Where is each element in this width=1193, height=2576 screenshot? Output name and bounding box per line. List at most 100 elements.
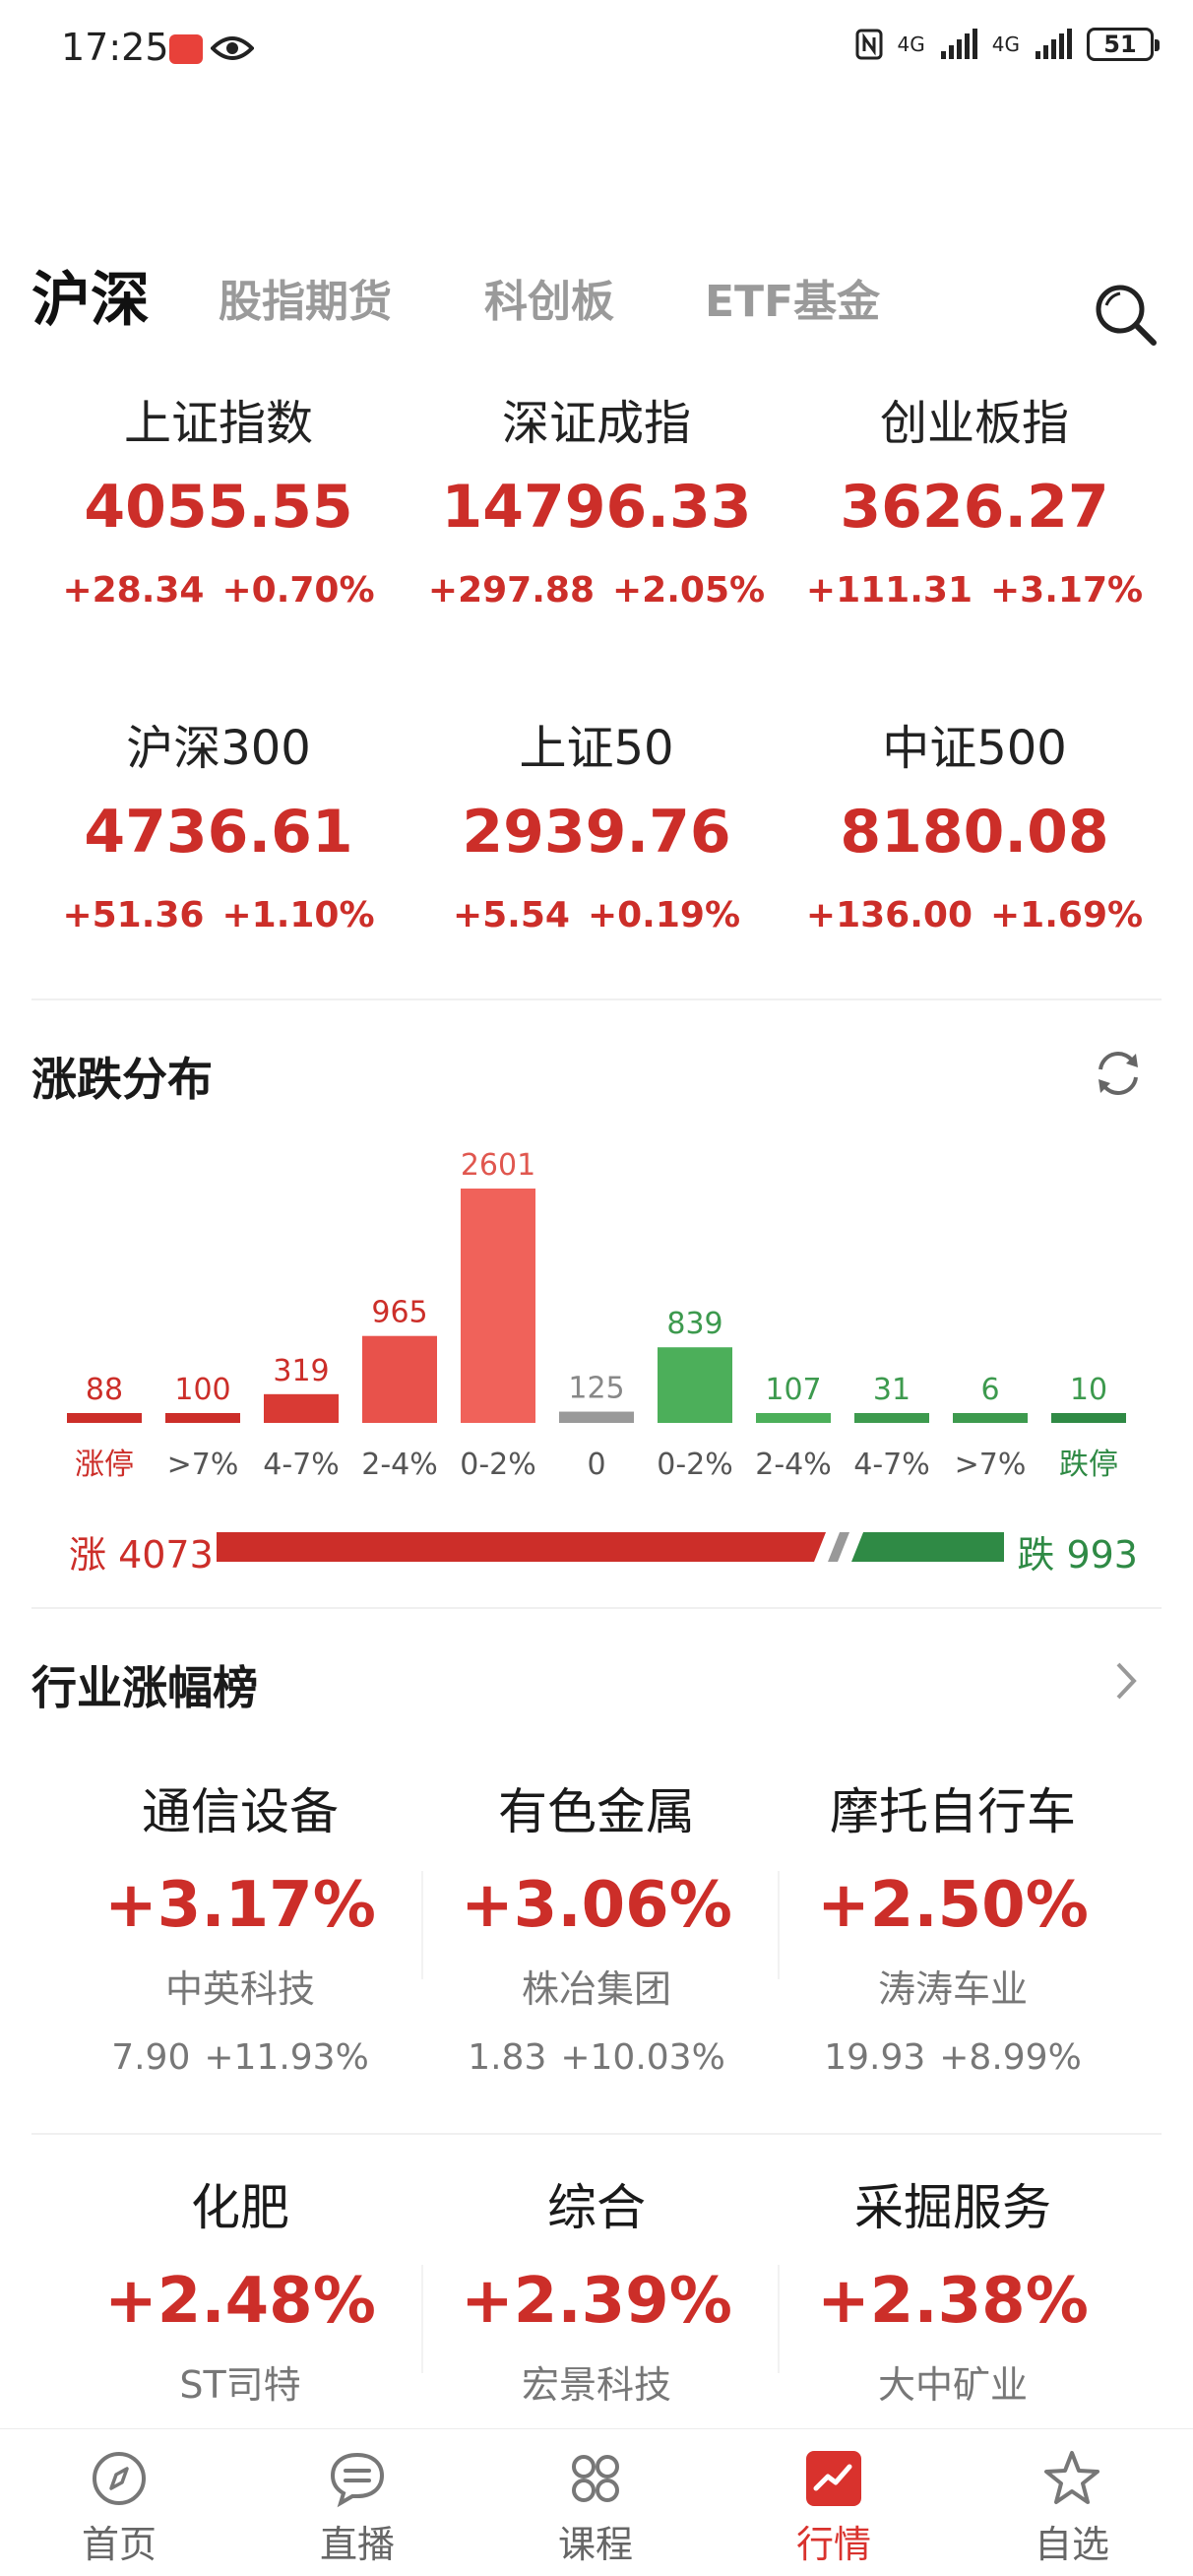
tab-star-market[interactable]: 科创板: [484, 277, 614, 327]
signal-icon-2: [1036, 29, 1072, 59]
distribution-bar: [264, 1393, 339, 1423]
tab-index-futures[interactable]: 股指期货: [219, 277, 392, 327]
distribution-bar: [658, 1347, 732, 1423]
stock-price: 19.93: [824, 2037, 926, 2078]
distribution-bar: [1051, 1413, 1126, 1423]
search-icon[interactable]: [1091, 280, 1160, 349]
index-card-sz50[interactable]: 上证50 2939.76 +5.54 +0.19%: [400, 714, 793, 940]
stock-pct: +10.03%: [560, 2037, 725, 2078]
distribution-category-label: 0-2%: [460, 1448, 536, 1482]
bottom-nav: 首页 直播 课程 行情 自选: [0, 2428, 1193, 2576]
index-card-cyb[interactable]: 创业板指 3626.27 +111.31 +3.17%: [778, 389, 1171, 615]
leading-stock: 株冶集团: [521, 1967, 671, 2011]
divider: [31, 998, 1162, 1000]
leading-stock-quote: 7.90 +11.93%: [63, 2019, 417, 2088]
index-card-sz[interactable]: 深证成指 14796.33 +297.88 +2.05%: [400, 389, 793, 615]
industry-name: 综合: [547, 2179, 646, 2236]
index-change: +5.54 +0.19%: [400, 871, 793, 940]
industry-card[interactable]: 通信设备 +3.17% 中英科技 7.90 +11.93%: [63, 1772, 417, 2088]
distribution-category-label: 0-2%: [657, 1448, 733, 1482]
distribution-category-label: >7%: [167, 1448, 239, 1482]
industry-pct: +2.48%: [104, 2265, 376, 2338]
industry-pct: +2.39%: [461, 2265, 732, 2338]
nav-watchlist[interactable]: 自选: [953, 2429, 1191, 2576]
industry-title: 行业涨幅榜: [31, 1661, 258, 1714]
industry-pct: +3.17%: [104, 1869, 376, 1942]
leading-stock-quote: 1.83 +10.03%: [419, 2019, 774, 2088]
index-change: +111.31 +3.17%: [778, 547, 1171, 615]
index-change-abs: +51.36: [62, 895, 205, 935]
index-change-abs: +111.31: [805, 570, 973, 611]
distribution-value-label: 100: [174, 1373, 230, 1407]
divider: [31, 2133, 1162, 2135]
market-tabs: 沪深 股指期货 科创板 ETF基金: [0, 266, 1193, 364]
nav-label: 课程: [557, 2523, 633, 2566]
grid-icon: [572, 2455, 619, 2502]
index-card-hs300[interactable]: 沪深300 4736.61 +51.36 +1.10%: [22, 714, 415, 940]
distribution-bar: [461, 1189, 535, 1423]
distribution-category-label: 4-7%: [853, 1448, 930, 1482]
industry-card[interactable]: 有色金属 +3.06% 株冶集团 1.83 +10.03%: [419, 1772, 774, 2088]
nav-live[interactable]: 直播: [238, 2429, 476, 2576]
tab-hushen[interactable]: 沪深: [31, 266, 150, 335]
index-change: +28.34 +0.70%: [22, 547, 415, 615]
divider: [31, 1607, 1162, 1609]
index-value: 4736.61: [84, 798, 353, 867]
industry-card[interactable]: 采掘服务 +2.38% 大中矿业: [776, 2168, 1130, 2415]
index-change: +51.36 +1.10%: [22, 871, 415, 940]
index-change-pct: +0.19%: [587, 895, 741, 935]
index-change-abs: +5.54: [452, 895, 570, 935]
distribution-bar: [854, 1413, 929, 1423]
index-change-pct: +2.05%: [612, 570, 766, 611]
distribution-category-label: 2-4%: [361, 1448, 438, 1482]
index-change-pct: +1.69%: [990, 895, 1144, 935]
stock-price: 7.90: [111, 2037, 191, 2078]
market-chart-icon: [806, 2451, 861, 2506]
index-change-pct: +3.17%: [990, 570, 1144, 611]
nav-course[interactable]: 课程: [476, 2429, 715, 2576]
index-card-zz500[interactable]: 中证500 8180.08 +136.00 +1.69%: [778, 714, 1171, 940]
chevron-right-icon[interactable]: [1106, 1656, 1146, 1706]
tab-etf[interactable]: ETF基金: [705, 277, 881, 327]
network-type: 4G: [897, 32, 925, 56]
distribution-chart: 88 涨停 100 >7% 319 4-7% 965 2-4% 2601 0-2% 125 0 839 0…: [0, 1123, 1193, 1497]
index-row: 沪深300 4736.61 +51.36 +1.10% 上证50 2939.76 …: [0, 714, 1193, 1009]
index-name: 上证50: [519, 721, 674, 776]
distribution-value-label: 88: [86, 1373, 123, 1407]
industry-card[interactable]: 综合 +2.39% 宏景科技: [419, 2168, 774, 2415]
index-card-sh[interactable]: 上证指数 4055.55 +28.34 +0.70%: [22, 389, 415, 615]
industry-name: 采掘服务: [854, 2179, 1051, 2236]
distribution-category-label: 0: [587, 1448, 605, 1482]
distribution-value-label: 6: [980, 1373, 999, 1407]
signal-icon: [940, 29, 977, 59]
distribution-value-label: 839: [666, 1307, 722, 1341]
refresh-icon[interactable]: [1091, 1046, 1146, 1101]
distribution-bar: [756, 1413, 831, 1423]
index-name: 深证成指: [501, 396, 691, 451]
industry-card[interactable]: 化肥 +2.48% ST司特: [63, 2168, 417, 2415]
stock-pct: +11.93%: [204, 2037, 369, 2078]
status-bar: 17:25 4G 4G 51: [0, 0, 1193, 98]
nav-home[interactable]: 首页: [0, 2429, 238, 2576]
distribution-category-label: 涨停: [75, 1448, 134, 1482]
distribution-bar: [953, 1413, 1028, 1423]
industry-name: 摩托自行车: [830, 1783, 1076, 1840]
star-icon: [1044, 2451, 1099, 2504]
leading-stock-quote: 19.93 +8.99%: [776, 2019, 1130, 2088]
distribution-value-label: 10: [1070, 1373, 1107, 1407]
industry-card[interactable]: 摩托自行车 +2.50% 涛涛车业 19.93 +8.99%: [776, 1772, 1130, 2088]
distribution-bar: [165, 1413, 240, 1423]
distribution-category-label: 2-4%: [755, 1448, 832, 1482]
nav-label: 行情: [795, 2523, 871, 2566]
leading-stock: 宏景科技: [521, 2363, 671, 2407]
industry-pct: +2.50%: [817, 1869, 1089, 1942]
distribution-value-label: 31: [873, 1373, 910, 1407]
index-change-abs: +28.34: [62, 570, 205, 611]
nav-market[interactable]: 行情: [715, 2429, 953, 2576]
distribution-title: 涨跌分布: [31, 1053, 213, 1106]
stock-price: 1.83: [468, 2037, 547, 2078]
index-row: 上证指数 4055.55 +28.34 +0.70% 深证成指 14796.33 …: [0, 389, 1193, 684]
nfc-icon: [855, 29, 883, 60]
app-notification-icon: [169, 34, 203, 64]
network-type-2: 4G: [991, 32, 1020, 56]
